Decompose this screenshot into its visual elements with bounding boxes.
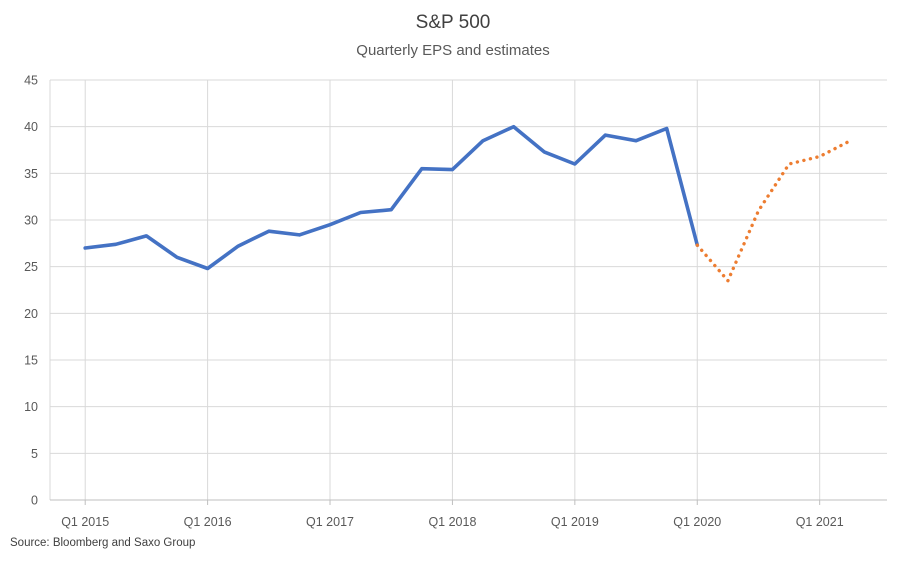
axes xyxy=(49,80,887,505)
x-tick-label: Q1 2017 xyxy=(306,515,354,529)
x-tick-label: Q1 2021 xyxy=(796,515,844,529)
chart-title: S&P 500 xyxy=(415,12,491,33)
x-tick-label: Q1 2018 xyxy=(428,515,476,529)
source-note: Source: Bloomberg and Saxo Group xyxy=(10,537,196,549)
y-tick-label: 25 xyxy=(24,260,38,274)
x-tick-label: Q1 2019 xyxy=(551,515,599,529)
series xyxy=(83,124,852,283)
tick-labels: 0 5 10 15 20 25 30 35 40 45 Q1 2015 Q1 2016 Q1 2017 Q… xyxy=(24,74,844,530)
x-tick-label: Q1 2016 xyxy=(184,515,232,529)
y-tick-label: 40 xyxy=(24,120,38,134)
y-tick-label: 45 xyxy=(24,74,38,88)
x-tick-label: Q1 2020 xyxy=(673,515,721,529)
gridlines xyxy=(50,79,887,500)
y-tick-label: 30 xyxy=(24,214,38,228)
y-tick-label: 35 xyxy=(24,167,38,181)
y-tick-label: 15 xyxy=(24,354,38,368)
y-tick-label: 10 xyxy=(24,400,38,414)
estimate-series-line xyxy=(695,138,852,283)
x-tick-label: Q1 2015 xyxy=(61,515,109,529)
chart-subtitle: Quarterly EPS and estimates xyxy=(356,42,550,59)
y-tick-label: 20 xyxy=(24,307,38,321)
eps-series-line xyxy=(83,124,700,271)
y-tick-label: 5 xyxy=(31,447,38,461)
y-tick-label: 0 xyxy=(31,494,38,508)
